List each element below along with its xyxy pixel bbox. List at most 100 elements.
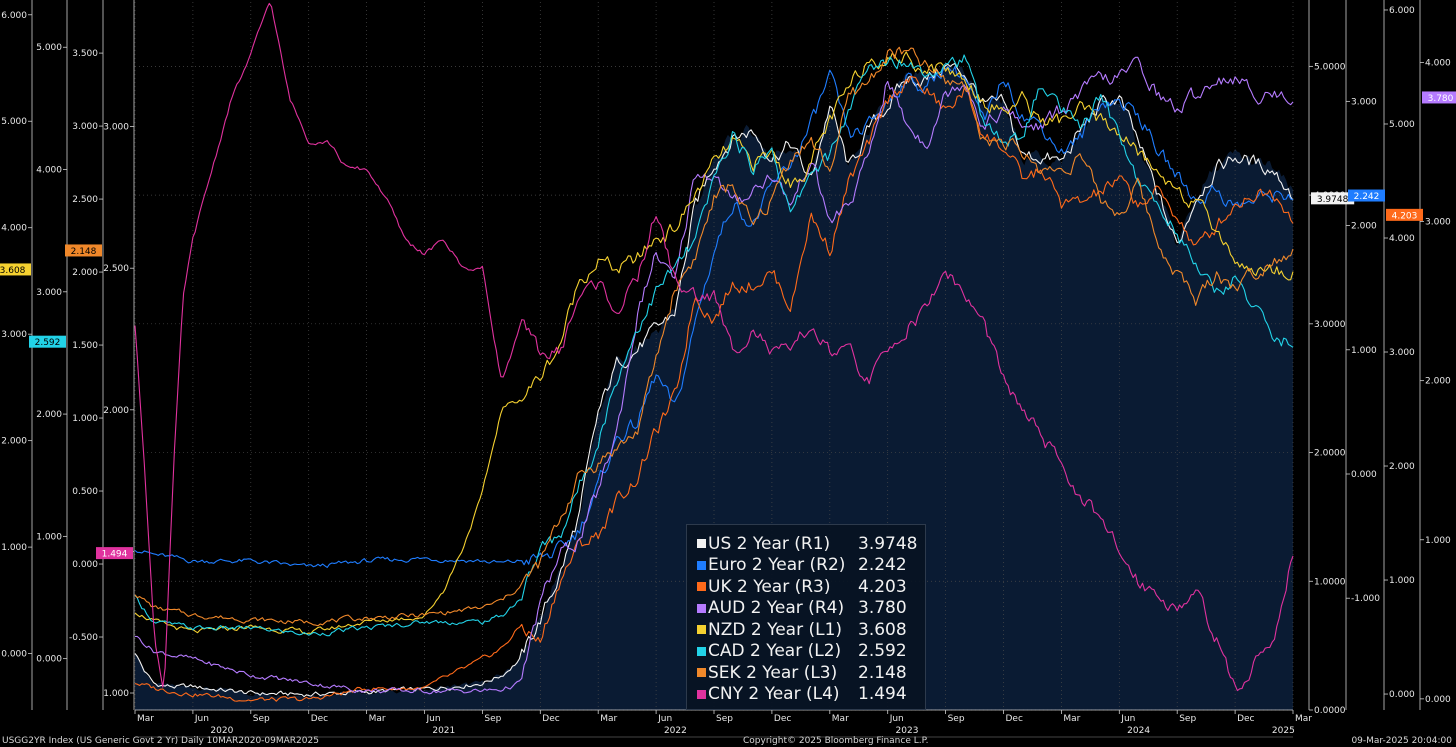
value-badge-R4 — [1422, 91, 1456, 104]
series-line-L2 — [134, 54, 1294, 637]
tick-label-L3: 2.000 — [72, 268, 98, 278]
legend-label: UK 2 Year (R3) — [708, 576, 831, 597]
tick-label-L4: 1.000 — [103, 689, 129, 699]
legend-label: SEK 2 Year (L3) — [708, 662, 838, 683]
tick-label-R2: 1.000 — [1351, 346, 1377, 356]
x-year-label: 2021 — [432, 726, 455, 736]
legend-swatch — [697, 582, 706, 591]
x-month-label: Jun — [426, 714, 441, 724]
x-month-label: Sep — [1179, 714, 1196, 724]
legend-value: 2.592 — [858, 641, 907, 661]
legend-label: US 2 Year (R1) — [708, 533, 831, 554]
tick-label-L3: 1.500 — [72, 341, 98, 351]
legend-item: Euro 2 Year (R2) 2.242 — [697, 555, 907, 576]
legend-item: SEK 2 Year (L3) 2.148 — [697, 662, 907, 683]
value-badge-text-R3: 4.203 — [1392, 211, 1418, 221]
legend: US 2 Year (R1) 3.9748 Euro 2 Year (R2) 2.24… — [686, 524, 926, 710]
x-month-label: Sep — [716, 714, 733, 724]
tick-label-L1: 6.000 — [1, 11, 27, 21]
value-badge-L3 — [65, 244, 102, 257]
x-year-label: 2020 — [210, 726, 233, 736]
tick-label-R1: 1.0000 — [1314, 577, 1346, 587]
legend-value: 3.608 — [858, 619, 907, 640]
tick-label-R3: 5.000 — [1389, 120, 1415, 130]
series-line-L1 — [134, 51, 1294, 635]
tick-label-L3: 2.500 — [72, 195, 98, 205]
series-line-L3 — [134, 46, 1294, 627]
x-month-label: Mar — [1295, 714, 1312, 724]
legend-item: CNY 2 Year (L4) 1.494 — [697, 684, 907, 705]
tick-label-R1: 0.0000 — [1314, 706, 1346, 716]
legend-value: 2.242 — [858, 555, 907, 575]
tick-label-L1: 1.000 — [1, 543, 27, 553]
footer-index-info: USGG2YR Index (US Generic Govt 2 Yr) Dai… — [2, 736, 319, 746]
x-month-label: Mar — [369, 714, 386, 724]
tick-label-R3: 0.000 — [1389, 690, 1415, 700]
x-month-label: Jun — [889, 714, 904, 724]
tick-label-L4: 2.000 — [103, 406, 129, 416]
legend-swatch — [697, 689, 706, 699]
x-month-label: Mar — [600, 714, 617, 724]
tick-label-L3: 3.000 — [72, 122, 98, 132]
legend-item: AUD 2 Year (R4) 3.780 — [697, 598, 907, 619]
legend-item: UK 2 Year (R3) 4.203 — [697, 576, 907, 597]
tick-label-L3: 3.500 — [72, 49, 98, 59]
x-month-label: Jun — [657, 714, 672, 724]
tick-label-L3: 1.000 — [72, 414, 98, 424]
legend-swatch — [697, 646, 706, 656]
us-area-fill — [135, 64, 1293, 710]
x-month-label: Sep — [948, 714, 965, 724]
footer-timestamp: 09-Mar-2025 20:04:00 — [1351, 736, 1452, 746]
x-month-label: Jun — [194, 714, 209, 724]
tick-label-R4: 0.000 — [1425, 695, 1451, 705]
tick-label-L3: 0.500 — [72, 487, 98, 497]
legend-value: 3.780 — [858, 598, 907, 618]
tick-label-L1: 5.000 — [1, 117, 27, 127]
tick-label-R3: 4.000 — [1389, 234, 1415, 244]
x-month-label: Mar — [137, 714, 154, 724]
x-month-label: Dec — [1237, 714, 1254, 724]
series-line-R3 — [134, 75, 1294, 702]
value-badge-L4 — [96, 547, 133, 560]
legend-label: NZD 2 Year (L1) — [708, 619, 843, 640]
tick-label-R4: 4.000 — [1425, 58, 1451, 68]
tick-label-R1: 5.0000 — [1314, 62, 1346, 72]
x-year-label: 2022 — [664, 726, 687, 736]
x-year-label: 2023 — [896, 726, 919, 736]
tick-label-R2: 2.000 — [1351, 222, 1377, 232]
tick-label-L4: 3.000 — [103, 123, 129, 133]
tick-label-R1: 3.0000 — [1314, 320, 1346, 330]
tick-label-L1: 2.000 — [1, 437, 27, 447]
tick-label-L3: 0.000 — [72, 560, 98, 570]
series-line-R2 — [134, 65, 1294, 568]
tick-label-R4: 3.000 — [1425, 218, 1451, 228]
x-month-label: Mar — [832, 714, 849, 724]
legend-label: CNY 2 Year (L4) — [708, 684, 840, 704]
value-badge-text-L3: 2.148 — [71, 247, 97, 257]
tick-label-R2: 3.000 — [1351, 97, 1377, 107]
tick-label-R3: 2.000 — [1389, 462, 1415, 472]
legend-swatch — [697, 560, 706, 570]
tick-label-L4: 2.500 — [103, 264, 129, 274]
value-badge-R2 — [1348, 189, 1385, 202]
tick-label-L3: -0.500 — [69, 633, 98, 643]
tick-label-R2: -1.000 — [1351, 594, 1380, 604]
tick-label-L1: 3.000 — [1, 330, 27, 340]
legend-label: Euro 2 Year (R2) — [708, 555, 846, 575]
legend-swatch — [697, 668, 706, 677]
x-month-label: Mar — [1063, 714, 1080, 724]
legend-item: NZD 2 Year (L1) 3.608 — [697, 619, 907, 640]
value-badge-R3 — [1386, 208, 1423, 221]
tick-label-L2: 1.000 — [36, 532, 62, 542]
tick-label-L2: 5.000 — [36, 43, 62, 53]
legend-swatch — [697, 539, 706, 548]
tick-label-L1: 0.000 — [1, 650, 27, 660]
tick-label-L2: 2.000 — [36, 410, 62, 420]
value-badge-text-L4: 1.494 — [102, 550, 128, 560]
tick-label-R1: 2.0000 — [1314, 449, 1346, 459]
legend-item: CAD 2 Year (L2) 2.592 — [697, 641, 907, 662]
legend-value: 1.494 — [858, 684, 907, 704]
tick-label-L2: 4.000 — [36, 166, 62, 176]
value-badge-text-L2: 2.592 — [35, 338, 61, 348]
